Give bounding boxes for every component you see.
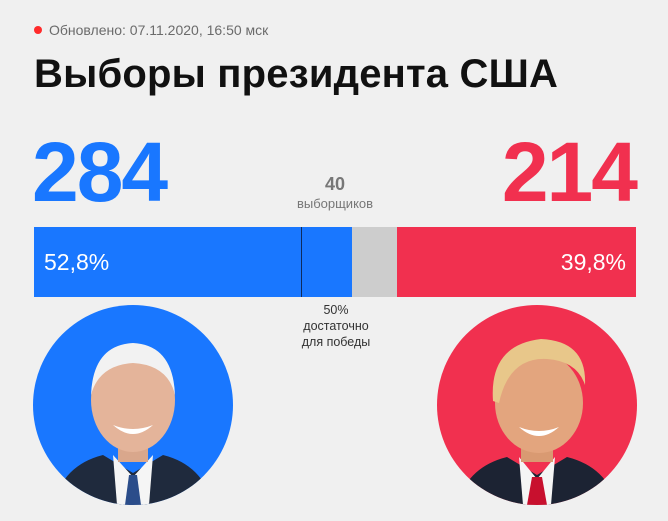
majority-label: 50% достаточно для победы <box>286 302 386 350</box>
majority-text-2: для победы <box>301 335 371 349</box>
remaining-electors: 40 выборщиков <box>270 174 400 211</box>
candidate-portrait-red-icon <box>437 305 637 505</box>
page-title: Выборы президента США <box>34 52 559 96</box>
majority-line <box>301 227 302 297</box>
update-timestamp: Обновлено: 07.11.2020, 16:50 мск <box>49 22 269 38</box>
majority-percent: 50% <box>323 303 349 317</box>
right-result-segment: 39,8% <box>397 227 636 297</box>
left-percent: 52,8% <box>44 249 110 275</box>
remaining-label: выборщиков <box>296 196 374 211</box>
left-electoral-votes: 284 <box>32 125 168 219</box>
results-bar: 52,8% 39,8% <box>34 227 636 297</box>
left-result-segment: 52,8% <box>34 227 352 297</box>
candidate-portrait-blue-icon <box>33 305 233 505</box>
right-percent: 39,8% <box>560 249 626 275</box>
update-status: Обновлено: 07.11.2020, 16:50 мск <box>34 22 268 38</box>
majority-text-1: достаточно <box>303 319 369 333</box>
live-dot-icon <box>34 26 42 34</box>
remaining-count: 40 <box>324 174 346 194</box>
undecided-segment <box>352 227 397 297</box>
right-electoral-votes: 214 <box>501 125 638 219</box>
